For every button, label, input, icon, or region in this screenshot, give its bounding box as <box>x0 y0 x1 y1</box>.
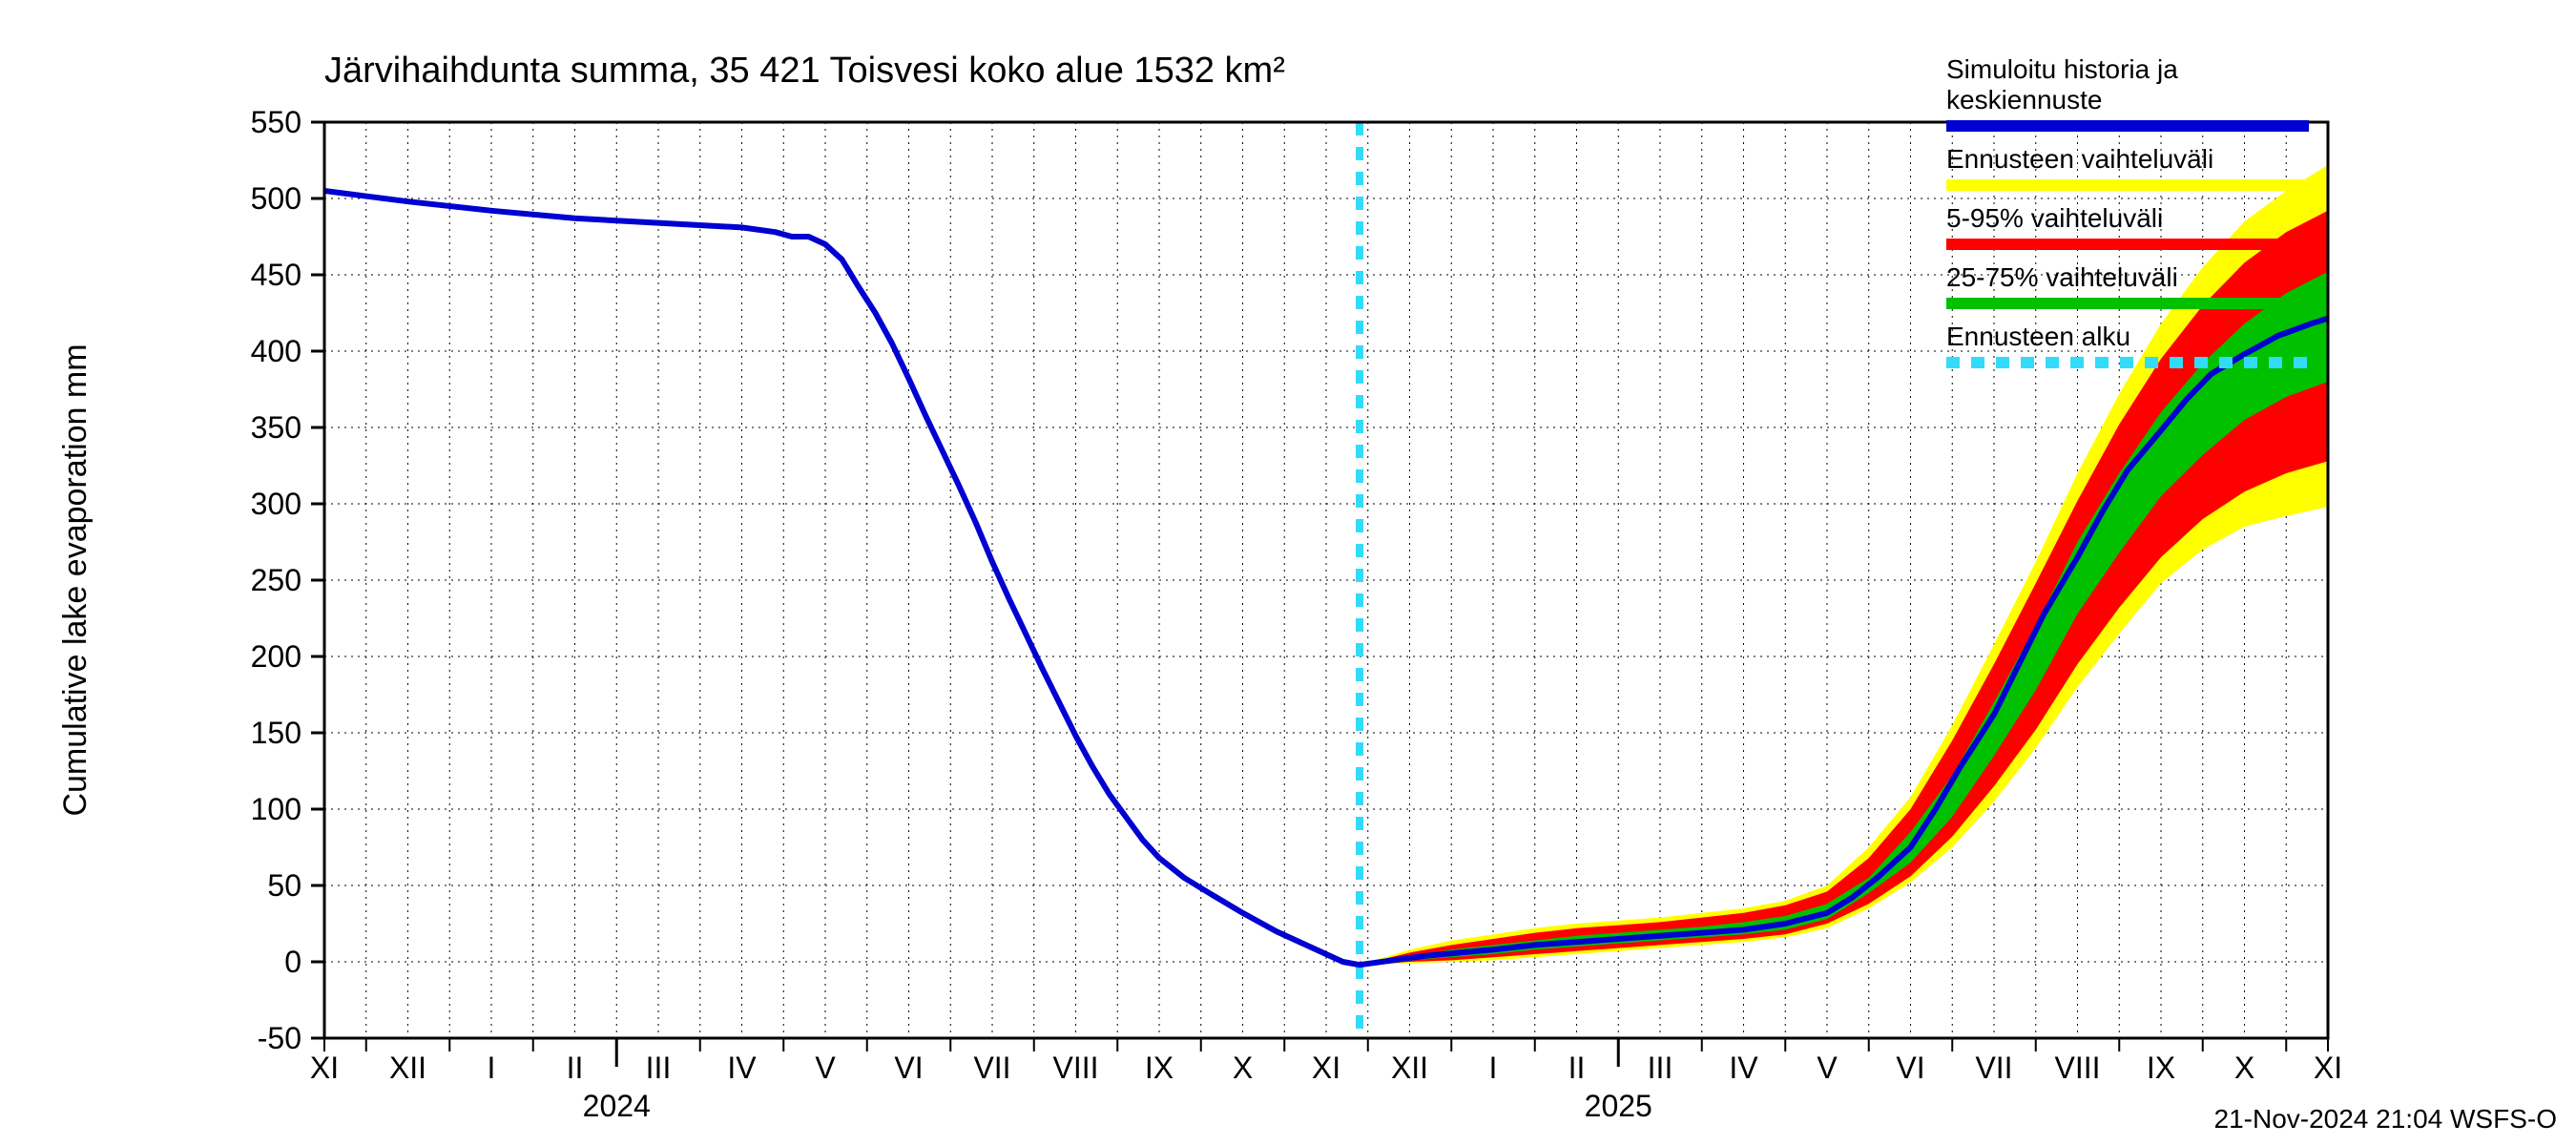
legend-label: Ennusteen alku <box>1946 322 2130 351</box>
xtick-label: I <box>1489 1051 1498 1085</box>
ytick-label: 350 <box>251 410 301 445</box>
xtick-label: V <box>1817 1051 1838 1085</box>
chart-container: -50050100150200250300350400450500550XIXI… <box>0 0 2576 1145</box>
xtick-label: X <box>1233 1051 1253 1085</box>
year-label: 2024 <box>583 1089 651 1123</box>
legend-label: Simuloitu historia ja <box>1946 54 2178 84</box>
xtick-label: III <box>646 1051 672 1085</box>
legend-label: 5-95% vaihteluväli <box>1946 203 2163 233</box>
ytick-label: 200 <box>251 639 301 674</box>
ytick-label: 450 <box>251 258 301 292</box>
xtick-label: III <box>1648 1051 1673 1085</box>
xtick-label: XII <box>1391 1051 1428 1085</box>
uncertainty-bands <box>1360 145 2412 965</box>
xtick-label: II <box>1568 1051 1586 1085</box>
xtick-label: IV <box>1729 1051 1758 1085</box>
ytick-label: 550 <box>251 105 301 139</box>
xtick-label: IX <box>2147 1051 2175 1085</box>
ytick-label: 300 <box>251 487 301 521</box>
xtick-label: VII <box>1975 1051 2012 1085</box>
timestamp: 21-Nov-2024 21:04 WSFS-O <box>2214 1104 2558 1134</box>
ytick-label: 50 <box>267 868 301 903</box>
xtick-label: VI <box>1896 1051 1924 1085</box>
ytick-label: 500 <box>251 181 301 216</box>
xtick-label: VII <box>973 1051 1010 1085</box>
legend-label: 25-75% vaihteluväli <box>1946 262 2178 292</box>
year-label: 2025 <box>1585 1089 1652 1123</box>
xtick-label: VIII <box>2054 1051 2100 1085</box>
xtick-label: I <box>488 1051 496 1085</box>
y-axis-label: Cumulative lake evaporation mm <box>57 344 93 816</box>
xtick-label: X <box>2234 1051 2254 1085</box>
xtick-label: II <box>567 1051 584 1085</box>
xtick-label: VIII <box>1052 1051 1098 1085</box>
legend-label: keskiennuste <box>1946 85 2102 114</box>
xtick-label: XI <box>310 1051 339 1085</box>
xtick-label: XI <box>2314 1051 2342 1085</box>
chart-title: Järvihaihdunta summa, 35 421 Toisvesi ko… <box>324 51 1285 91</box>
ytick-label: 0 <box>284 945 301 979</box>
xtick-label: XII <box>389 1051 426 1085</box>
ytick-label: 400 <box>251 334 301 368</box>
xtick-label: V <box>815 1051 836 1085</box>
ytick-label: 100 <box>251 792 301 826</box>
ytick-label: -50 <box>258 1021 301 1055</box>
chart-svg: -50050100150200250300350400450500550XIXI… <box>0 0 2576 1145</box>
xtick-label: IX <box>1145 1051 1174 1085</box>
xtick-label: XI <box>1312 1051 1340 1085</box>
legend-label: Ennusteen vaihteluväli <box>1946 144 2213 174</box>
ytick-label: 150 <box>251 716 301 750</box>
ytick-label: 250 <box>251 563 301 597</box>
xtick-label: IV <box>727 1051 757 1085</box>
xtick-label: VI <box>894 1051 923 1085</box>
